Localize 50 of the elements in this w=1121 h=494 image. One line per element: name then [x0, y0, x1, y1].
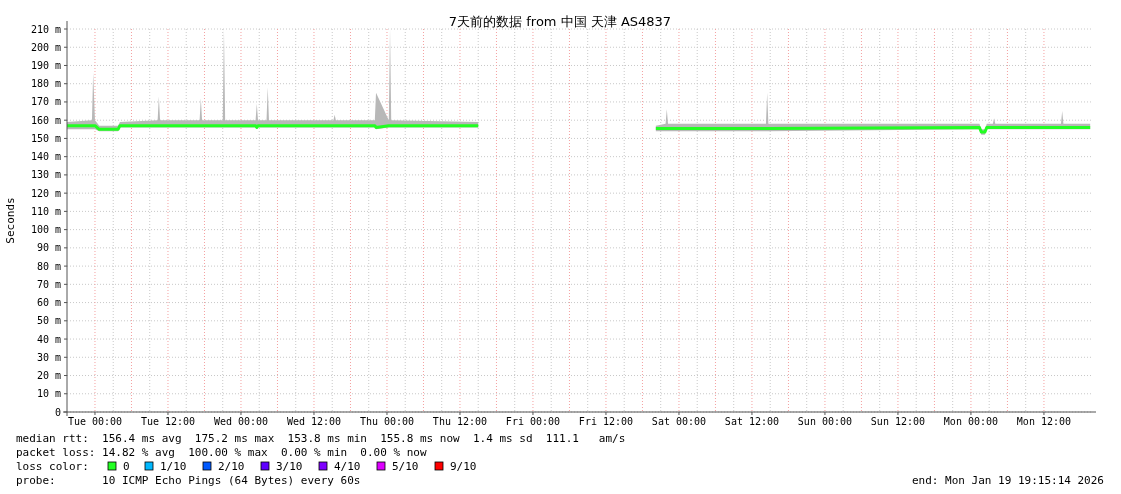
- y-tick-label: 190 m: [30, 59, 61, 71]
- legend-label: 2/10: [218, 460, 245, 473]
- x-tick-label: Thu 12:00: [432, 416, 488, 427]
- y-tick-label: 80 m: [36, 260, 61, 272]
- legend-label: 0: [123, 460, 130, 473]
- y-axis-title: Seconds: [4, 197, 17, 244]
- y-tick-label: 180 m: [30, 78, 61, 90]
- y-tick-label: 20 m: [36, 370, 61, 382]
- y-tick-label: 50 m: [36, 315, 61, 327]
- y-tick-label: 0: [54, 406, 61, 418]
- y-tick-label: 200 m: [30, 41, 61, 53]
- y-tick-label: 150 m: [30, 132, 61, 144]
- y-tick-label: 140 m: [30, 151, 61, 163]
- x-tick-label: Tue 00:00: [67, 416, 123, 427]
- text: packet loss: 14.82 % avg 100.00 % max 0.00 % min 0.00 % now: [16, 446, 427, 459]
- y-tick-label: 110 m: [30, 205, 61, 217]
- y-tick-label: 40 m: [36, 333, 61, 345]
- y-tick-label: 90 m: [36, 242, 61, 254]
- y-tick-label: 10 m: [36, 388, 61, 400]
- x-tick-label: Sun 00:00: [797, 416, 853, 427]
- y-tick-label: 130 m: [30, 169, 61, 181]
- y-tick-label: 170 m: [30, 96, 61, 108]
- x-tick-label: Tue 12:00: [140, 416, 196, 427]
- x-tick-label: Wed 12:00: [286, 416, 342, 427]
- y-tick-label: 160 m: [30, 114, 61, 126]
- y-tick-label: 70 m: [36, 278, 61, 290]
- x-tick-label: Sun 12:00: [870, 416, 926, 427]
- x-tick-label: Fri 12:00: [578, 416, 634, 427]
- chart-title: 7天前的数据 from 中国 天津 AS4837: [448, 14, 672, 29]
- legend-label: 5/10: [392, 460, 419, 473]
- y-tick-label: 60 m: [36, 297, 61, 309]
- text: loss color:: [16, 460, 89, 473]
- x-tick-label: Fri 00:00: [505, 416, 561, 427]
- text: end: Mon Jan 19 19:15:14 2026: [911, 474, 1104, 487]
- legend-label: 1/10: [160, 460, 187, 473]
- x-tick-label: Wed 00:00: [213, 416, 269, 427]
- x-tick-label: Sat 00:00: [651, 416, 707, 427]
- y-tick-label: 30 m: [36, 351, 61, 363]
- x-tick-label: Thu 00:00: [359, 416, 415, 427]
- text: median rtt: 156.4 ms avg 175.2 ms max 153.8 ms min 155.8 ms now 1.4 ms sd 111.1 am/s: [16, 432, 626, 445]
- y-tick-label: 120 m: [30, 187, 61, 199]
- x-tick-label: Mon 00:00: [943, 416, 999, 427]
- x-tick-label: Mon 12:00: [1016, 416, 1072, 427]
- legend-label: 9/10: [450, 460, 477, 473]
- x-tick-label: Sat 12:00: [724, 416, 780, 427]
- y-tick-label: 210 m: [30, 23, 61, 35]
- legend-label: 4/10: [334, 460, 361, 473]
- legend-label: 3/10: [276, 460, 303, 473]
- text: probe: 10 ICMP Echo Pings (64 Bytes) every 60s: [16, 474, 361, 487]
- y-tick-label: 100 m: [30, 224, 61, 236]
